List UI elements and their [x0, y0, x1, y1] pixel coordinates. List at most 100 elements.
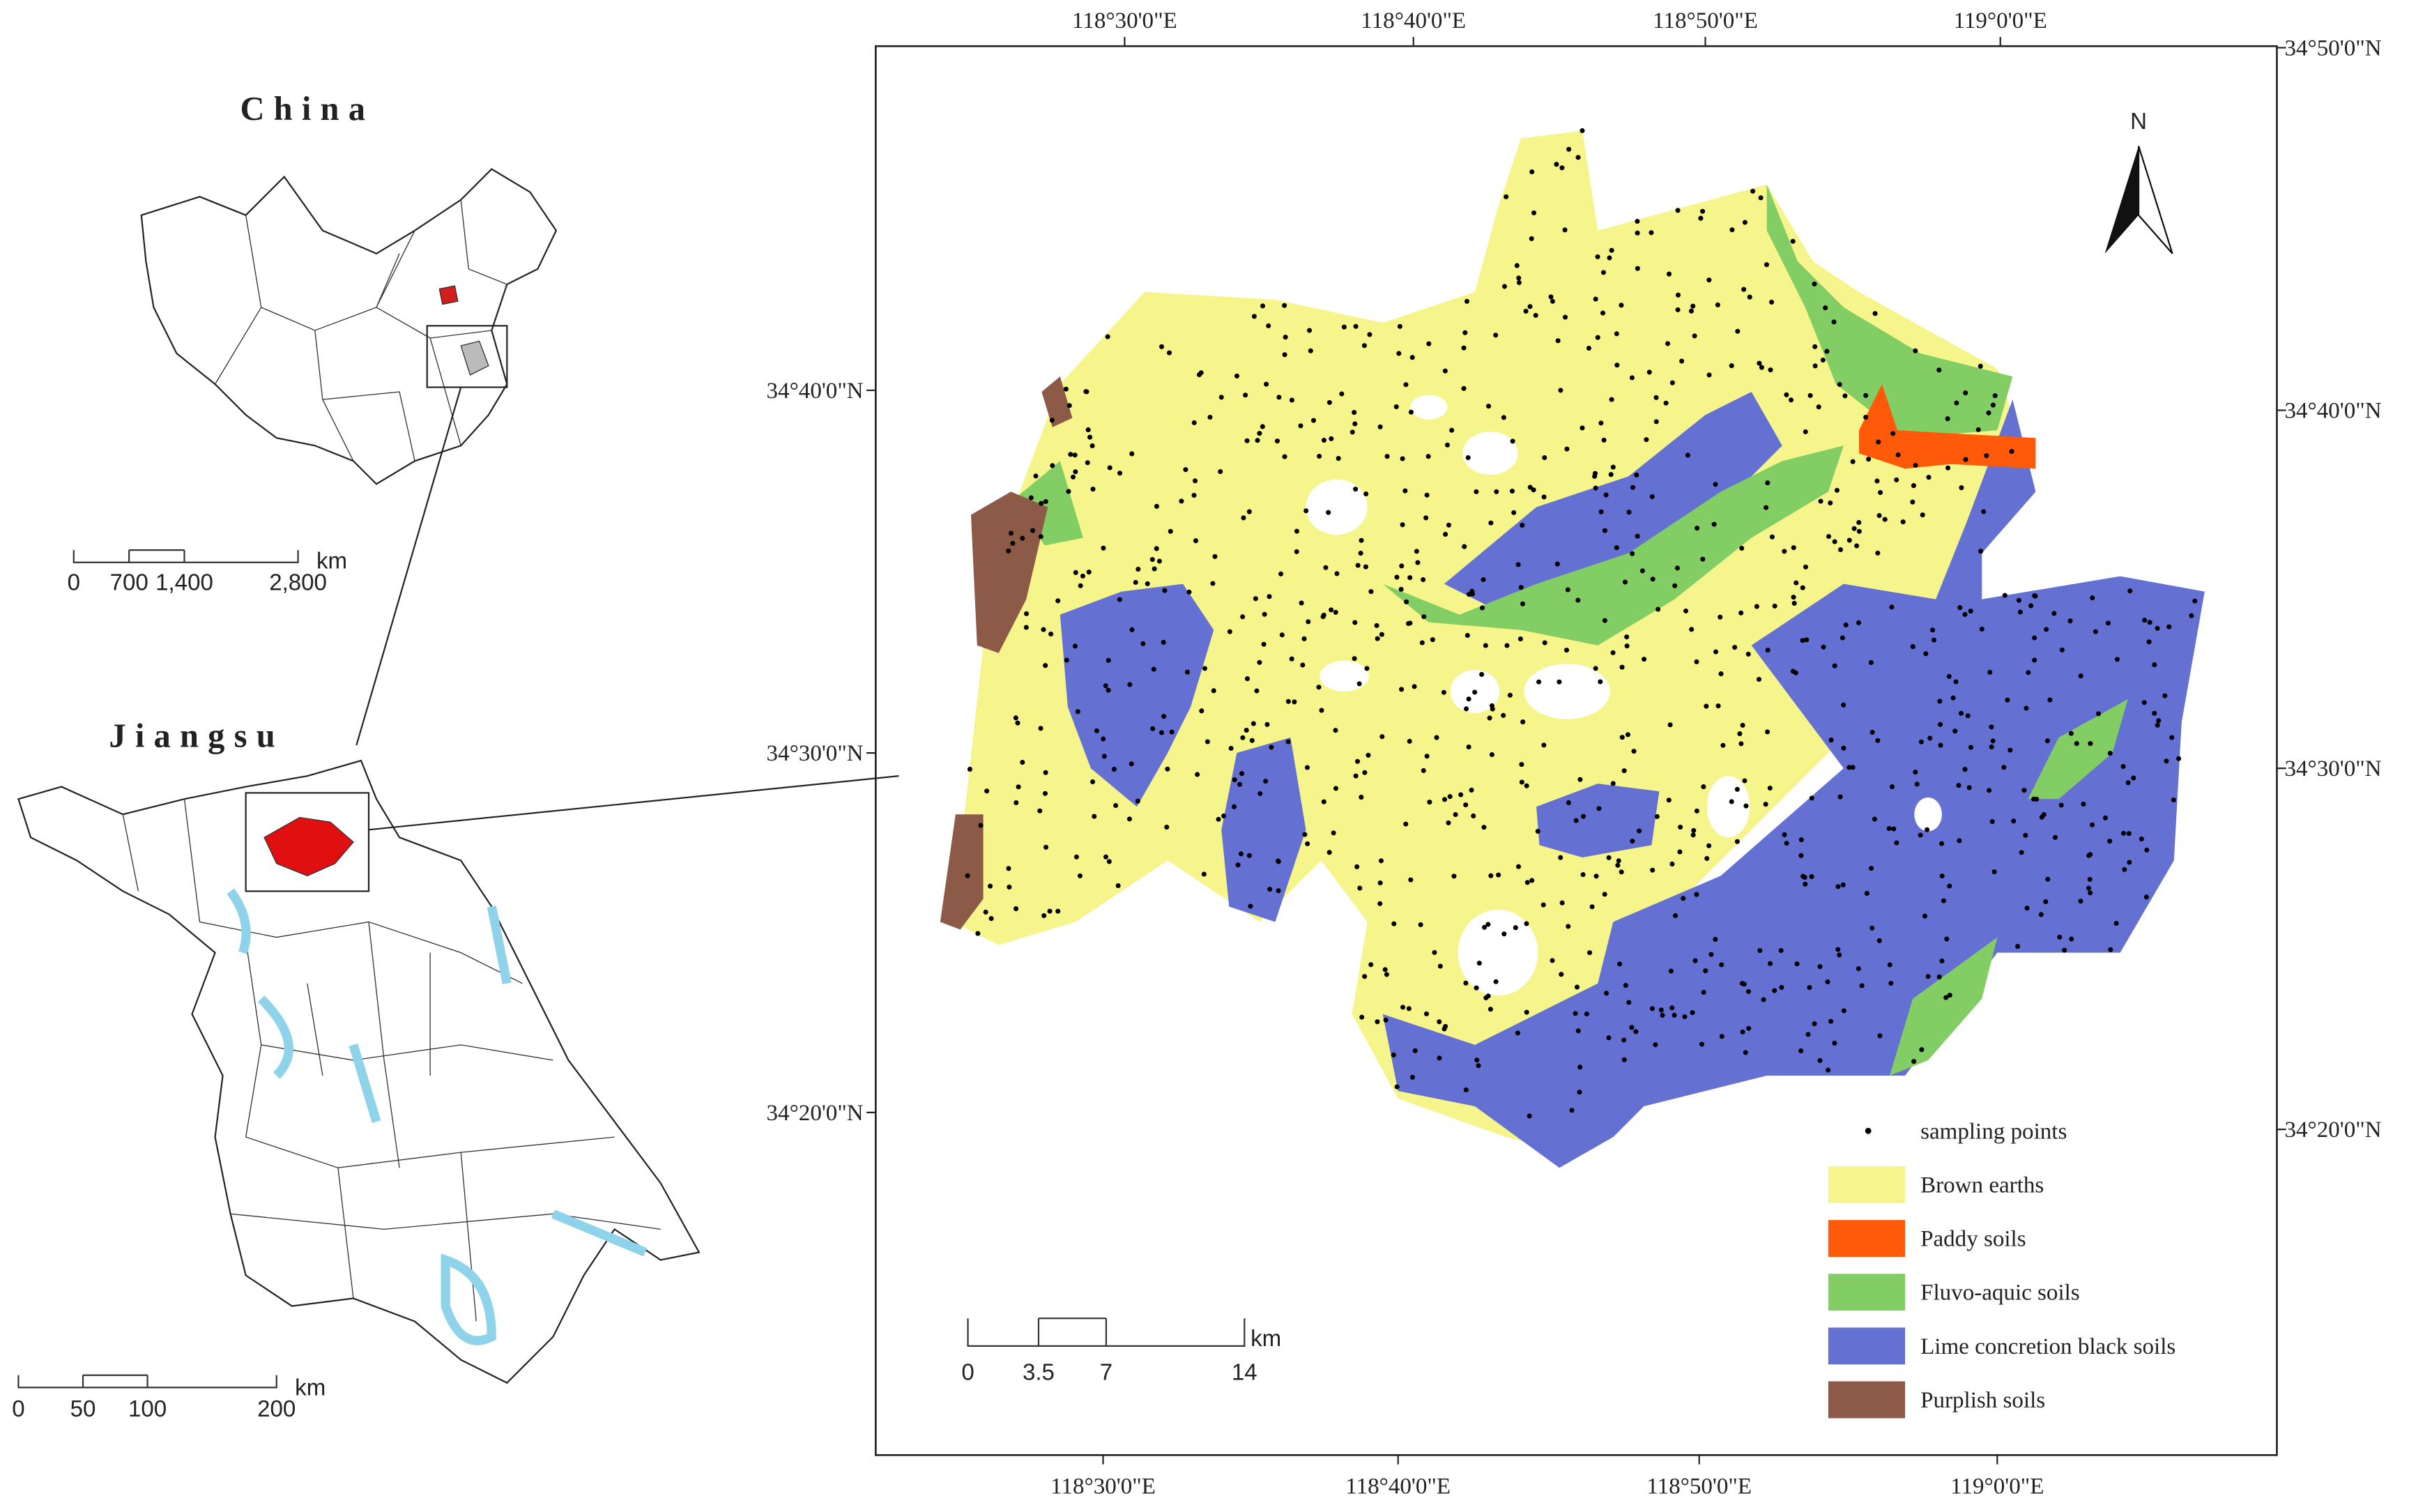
- sampling-point: [1515, 864, 1522, 869]
- sampling-point: [1913, 348, 1918, 353]
- sampling-point: [1359, 537, 1364, 543]
- sampling-point: [1304, 765, 1310, 770]
- sampling-point: [1732, 645, 1738, 650]
- sampling-point: [1299, 600, 1304, 606]
- soil-region: [1444, 392, 1782, 615]
- sampling-point: [1055, 908, 1061, 914]
- legend-label: Brown earths: [1920, 1173, 2044, 1198]
- sampling-point: [1282, 454, 1287, 459]
- sampling-point: [1301, 636, 1307, 641]
- sampling-point: [1042, 791, 1048, 796]
- sampling-point: [1798, 853, 1804, 858]
- sampling-point: [2169, 735, 2175, 740]
- sampling-point: [2052, 834, 2058, 840]
- sampling-point: [1635, 533, 1640, 539]
- sampling-point: [1476, 961, 1482, 966]
- sampling-point: [1602, 528, 1607, 533]
- sampling-point: [1041, 912, 1047, 919]
- sampling-point: [1842, 393, 1848, 399]
- sampling-point: [1981, 509, 1987, 514]
- sampling-point: [1580, 872, 1586, 878]
- unmapped-area: [1524, 664, 1610, 719]
- sampling-point: [1463, 1087, 1469, 1092]
- sampling-point: [1688, 308, 1694, 314]
- sampling-point: [1145, 581, 1150, 586]
- sampling-point: [1437, 1055, 1442, 1061]
- sampling-point: [1913, 770, 1918, 775]
- sampling-point: [1720, 742, 1726, 748]
- sampling-point: [1856, 966, 1861, 972]
- sampling-point: [1869, 925, 1875, 931]
- sampling-point: [1704, 855, 1710, 862]
- sampling-point: [1580, 128, 1585, 133]
- legend-label: Fluvo-aquic soils: [1920, 1281, 2080, 1306]
- lon-label: 118°50'0"E: [1646, 1474, 1752, 1499]
- sampling-point: [1077, 873, 1083, 878]
- sampling-point: [1352, 421, 1358, 427]
- sampling-point: [1362, 974, 1368, 979]
- sampling-point: [2078, 673, 2083, 679]
- lon-label: 118°40'0"E: [1345, 1474, 1451, 1499]
- sampling-point: [1113, 802, 1119, 808]
- sampling-point: [1504, 643, 1510, 648]
- sampling-point: [1257, 659, 1262, 665]
- sampling-point: [1665, 341, 1671, 346]
- sampling-point: [2105, 620, 2111, 626]
- sampling-point: [1368, 962, 1374, 968]
- sampling-point: [1294, 549, 1299, 554]
- sampling-point: [1754, 604, 1759, 609]
- sampling-point: [1262, 611, 1267, 617]
- sampling-point: [1531, 210, 1537, 215]
- sampling-point: [1516, 275, 1522, 281]
- sampling-point: [1639, 568, 1645, 574]
- sampling-point: [1925, 974, 1931, 979]
- sampling-point: [2024, 906, 2030, 911]
- sampling-point: [1658, 1007, 1664, 1013]
- sampling-point: [1592, 473, 1598, 479]
- sampling-point: [1453, 811, 1458, 818]
- sampling-point: [1869, 730, 1875, 735]
- legend-label: Lime concretion black soils: [1920, 1334, 2175, 1359]
- sampling-point: [1510, 438, 1515, 444]
- sampling-point: [1598, 679, 1603, 685]
- sampling-point: [1274, 438, 1280, 444]
- sampling-point: [1669, 861, 1675, 866]
- sampling-point: [1937, 698, 1943, 704]
- sampling-point: [2043, 899, 2049, 904]
- sampling-point: [1669, 380, 1675, 385]
- sampling-point: [2127, 860, 2132, 865]
- sampling-point: [1765, 480, 1771, 486]
- sampling-point: [1391, 1052, 1396, 1057]
- north-arrow: [2104, 146, 2139, 254]
- sampling-point: [1073, 854, 1079, 860]
- sampling-point: [1016, 784, 1021, 790]
- sampling-point: [1557, 679, 1562, 685]
- sampling-point: [1451, 873, 1457, 879]
- sampling-point: [1854, 543, 1860, 549]
- sampling-point: [1936, 367, 1942, 373]
- sampling-point: [1156, 558, 1162, 564]
- sampling-point: [1158, 730, 1165, 735]
- sampling-point: [1168, 528, 1173, 534]
- sampling-point: [1363, 564, 1368, 570]
- sampling-point: [2009, 449, 2014, 455]
- sampling-point: [1303, 508, 1309, 514]
- sampling-point: [1989, 724, 1994, 730]
- sampling-point: [1412, 684, 1417, 689]
- sampling-point: [2171, 797, 2176, 803]
- sampling-point: [1626, 510, 1632, 515]
- sampling-point: [1690, 1010, 1695, 1016]
- sampling-point: [1926, 475, 1932, 480]
- sampling-point: [1768, 961, 1773, 966]
- sampling-point: [1610, 781, 1616, 786]
- sampling-point: [1619, 869, 1624, 875]
- sampling-point: [1863, 392, 1869, 398]
- sampling-point: [1474, 985, 1479, 991]
- jiangsu-scale-bar: [17, 1374, 277, 1389]
- sampling-point: [1321, 612, 1326, 618]
- sampling-point: [1306, 619, 1311, 625]
- sampling-point: [1406, 1006, 1412, 1011]
- sampling-point: [1649, 494, 1655, 499]
- sampling-point: [1573, 1011, 1578, 1016]
